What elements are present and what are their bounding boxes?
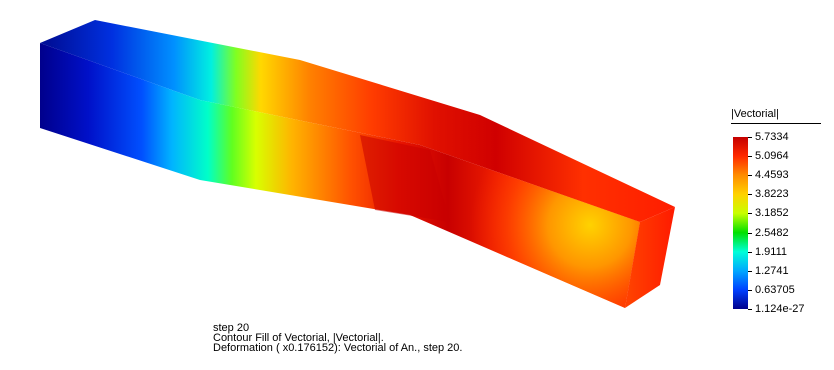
- legend-tick-mark: [748, 194, 752, 195]
- beam-hotspot: [410, 145, 640, 308]
- legend-tick-mark: [748, 175, 752, 176]
- legend-tick-mark: [748, 309, 752, 310]
- legend-tick-label: 1.124e-27: [755, 303, 805, 315]
- beam-max-band: [360, 135, 450, 222]
- legend-tick-label: 1.9111: [755, 246, 788, 258]
- legend-colorbar: [733, 137, 748, 309]
- legend-tick-label: 0.63705: [755, 284, 795, 296]
- legend-tick-label: 3.1852: [755, 207, 789, 219]
- legend-tick-label: 3.8223: [755, 188, 789, 200]
- caption: step 20 Contour Fill of Vectorial, |Vect…: [213, 322, 463, 354]
- legend-tick-label: 1.2741: [755, 265, 789, 277]
- legend-tick-mark: [748, 252, 752, 253]
- legend-title: |Vectorial|: [731, 108, 779, 120]
- beam-end-face: [625, 207, 675, 308]
- legend-tick-label: 5.7334: [755, 131, 789, 143]
- legend-tick-mark: [748, 290, 752, 291]
- legend-tick-mark: [748, 233, 752, 234]
- legend-tick-label: 5.0964: [755, 150, 789, 162]
- legend-tick-mark: [748, 213, 752, 214]
- caption-contour: Contour Fill of Vectorial, |Vectorial|.: [213, 332, 384, 344]
- caption-deformation: Deformation ( x0.176152): Vectorial of A…: [213, 342, 463, 354]
- beam-top-face: [40, 20, 675, 222]
- legend-underline: [731, 123, 821, 124]
- legend-tick-mark: [748, 156, 752, 157]
- legend-tick-mark: [748, 137, 752, 138]
- caption-step: step 20: [213, 322, 250, 334]
- legend-tick-label: 4.4593: [755, 169, 789, 181]
- legend-tick-label: 2.5482: [755, 227, 789, 239]
- legend-tick-mark: [748, 271, 752, 272]
